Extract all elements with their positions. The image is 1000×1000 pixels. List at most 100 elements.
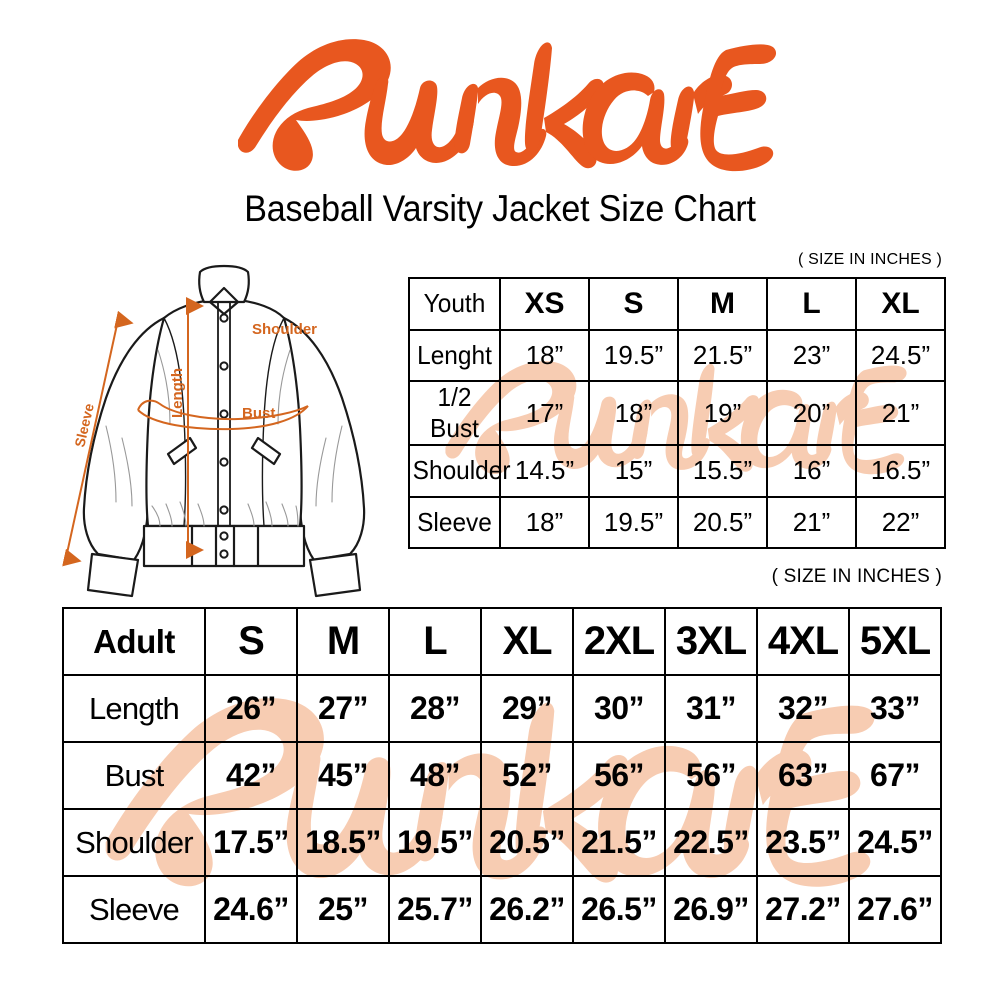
adult-measurement-cell: 33” <box>848 674 942 743</box>
adult-row-label: Length <box>62 674 206 743</box>
adult-measurement-cell: 21.5” <box>572 808 666 877</box>
adult-measurement-cell: 30” <box>572 674 666 743</box>
adult-row-label: Sleeve <box>62 875 206 944</box>
youth-measurement-cell: 16.5” <box>855 444 946 498</box>
adult-measurement-cell: 17.5” <box>204 808 298 877</box>
adult-table-body: Adult S M L XL 2XL 3XL 4XL 5XL Length 26” 27” 28” 29”… <box>62 607 942 944</box>
adult-measurement-cell: 24.5” <box>848 808 942 877</box>
label-length: Length <box>169 368 186 418</box>
adult-row: Shoulder 17.5” 18.5” 19.5” 20.5” 21.5” 22.5” 23… <box>62 808 942 877</box>
youth-size-unit-caption: ( SIZE IN INCHES ) <box>797 251 942 268</box>
youth-measurement-cell: 14.5” <box>499 444 590 498</box>
adult-column-header: 4XL <box>756 607 850 676</box>
youth-measurement-cell: 15.5” <box>677 444 768 498</box>
youth-measurement-cell: 22” <box>855 495 946 549</box>
page-title: Baseball Varsity Jacket Size Chart <box>244 188 756 229</box>
youth-measurement-cell: 19” <box>677 380 768 446</box>
adult-measurement-cell: 18.5” <box>296 808 390 877</box>
adult-measurement-cell: 23.5” <box>756 808 850 877</box>
adult-measurement-cell: 29” <box>480 674 574 743</box>
youth-measurement-cell: 18” <box>499 495 590 549</box>
adult-column-header: 3XL <box>664 607 758 676</box>
youth-measurement-cell: 21.5” <box>677 328 768 382</box>
adult-row: Sleeve 24.6” 25” 25.7” 26.2” 26.5” 26.9” 27.2” 2… <box>62 875 942 944</box>
adult-column-header: 2XL <box>572 607 666 676</box>
adult-measurement-cell: 31” <box>664 674 758 743</box>
youth-measurement-cell: 15” <box>588 444 679 498</box>
youth-measurement-cell: 21” <box>766 495 857 549</box>
adult-measurement-cell: 26.5” <box>572 875 666 944</box>
youth-row-label: 1/2 Bust <box>410 380 499 446</box>
youth-row: Sleeve 18” 19.5” 20.5” 21” 22” <box>409 495 946 549</box>
adult-column-header: XL <box>480 607 574 676</box>
adult-measurement-cell: 27.2” <box>756 875 850 944</box>
youth-row-label: Sleeve <box>410 495 499 549</box>
label-shoulder: Shoulder <box>252 321 317 338</box>
adult-measurement-cell: 22.5” <box>664 808 758 877</box>
measurement-arrows <box>62 297 309 567</box>
adult-row-label: Shoulder <box>62 808 206 877</box>
adult-measurement-cell: 56” <box>572 741 666 810</box>
youth-size-table: Youth XS S M L XL Lenght 18” 19.5” 21.5” 23” 24.5” 1… <box>408 277 946 549</box>
youth-row: 1/2 Bust 17” 18” 19” 20” 21” <box>409 380 946 446</box>
youth-measurement-cell: 17” <box>499 380 590 446</box>
youth-column-header: L <box>766 277 857 331</box>
adult-measurement-cell: 67” <box>848 741 942 810</box>
youth-corner-label: Youth <box>410 277 499 331</box>
youth-measurement-cell: 18” <box>499 328 590 382</box>
brand-logo <box>0 22 1000 182</box>
youth-column-header: S <box>588 277 679 331</box>
adult-measurement-cell: 32” <box>756 674 850 743</box>
youth-column-header: M <box>677 277 768 331</box>
youth-measurement-cell: 21” <box>855 380 946 446</box>
adult-measurement-cell: 24.6” <box>204 875 298 944</box>
youth-column-header: XS <box>499 277 590 331</box>
youth-row-label: Shoulder <box>410 444 511 498</box>
adult-measurement-cell: 26.2” <box>480 875 574 944</box>
adult-measurement-cell: 27” <box>296 674 390 743</box>
adult-column-header: S <box>204 607 298 676</box>
adult-measurement-cell: 27.6” <box>848 875 942 944</box>
youth-measurement-cell: 20.5” <box>677 495 768 549</box>
brand-logo-script-glyphs <box>238 39 777 172</box>
adult-measurement-cell: 45” <box>296 741 390 810</box>
adult-size-unit-caption: ( SIZE IN INCHES ) <box>771 566 942 587</box>
youth-measurement-cell: 18” <box>588 380 679 446</box>
adult-column-header: M <box>296 607 390 676</box>
youth-measurement-cell: 23” <box>766 328 857 382</box>
adult-measurement-cell: 25” <box>296 875 390 944</box>
adult-column-header: 5XL <box>848 607 942 676</box>
youth-header-row: Youth XS S M L XL <box>409 277 946 331</box>
adult-measurement-cell: 52” <box>480 741 574 810</box>
adult-corner-label: Adult <box>62 607 206 676</box>
adult-measurement-cell: 26.9” <box>664 875 758 944</box>
adult-size-table: Adult S M L XL 2XL 3XL 4XL 5XL Length 26” 27” 28” 29”… <box>62 607 942 944</box>
youth-measurement-cell: 24.5” <box>855 328 946 382</box>
adult-measurement-cell: 48” <box>388 741 482 810</box>
jacket-illustration: Shoulder Length Bust Sleeve <box>52 258 397 603</box>
youth-measurement-cell: 19.5” <box>588 495 679 549</box>
youth-table-body: Youth XS S M L XL Lenght 18” 19.5” 21.5” 23” 24.5” 1… <box>409 277 946 549</box>
adult-measurement-cell: 63” <box>756 741 850 810</box>
youth-column-header: XL <box>855 277 946 331</box>
adult-measurement-cell: 25.7” <box>388 875 482 944</box>
adult-measurement-cell: 56” <box>664 741 758 810</box>
youth-measurement-cell: 16” <box>766 444 857 498</box>
adult-header-row: Adult S M L XL 2XL 3XL 4XL 5XL <box>62 607 942 676</box>
adult-measurement-cell: 28” <box>388 674 482 743</box>
jacket-snap-buttons <box>219 313 229 559</box>
adult-row: Length 26” 27” 28” 29” 30” 31” 32” 33” <box>62 674 942 743</box>
adult-row: Bust 42” 45” 48” 52” 56” 56” 63” 67” <box>62 741 942 810</box>
youth-row: Lenght 18” 19.5” 21.5” 23” 24.5” <box>409 328 946 382</box>
youth-measurement-cell: 19.5” <box>588 328 679 382</box>
adult-row-label: Bust <box>62 741 206 810</box>
adult-column-header: L <box>388 607 482 676</box>
label-bust: Bust <box>242 405 275 422</box>
adult-measurement-cell: 20.5” <box>480 808 574 877</box>
adult-measurement-cell: 42” <box>204 741 298 810</box>
youth-row: Shoulder 14.5” 15” 15.5” 16” 16.5” <box>409 444 946 498</box>
youth-measurement-cell: 20” <box>766 380 857 446</box>
adult-measurement-cell: 19.5” <box>388 808 482 877</box>
youth-row-label: Lenght <box>410 328 499 382</box>
adult-measurement-cell: 26” <box>204 674 298 743</box>
